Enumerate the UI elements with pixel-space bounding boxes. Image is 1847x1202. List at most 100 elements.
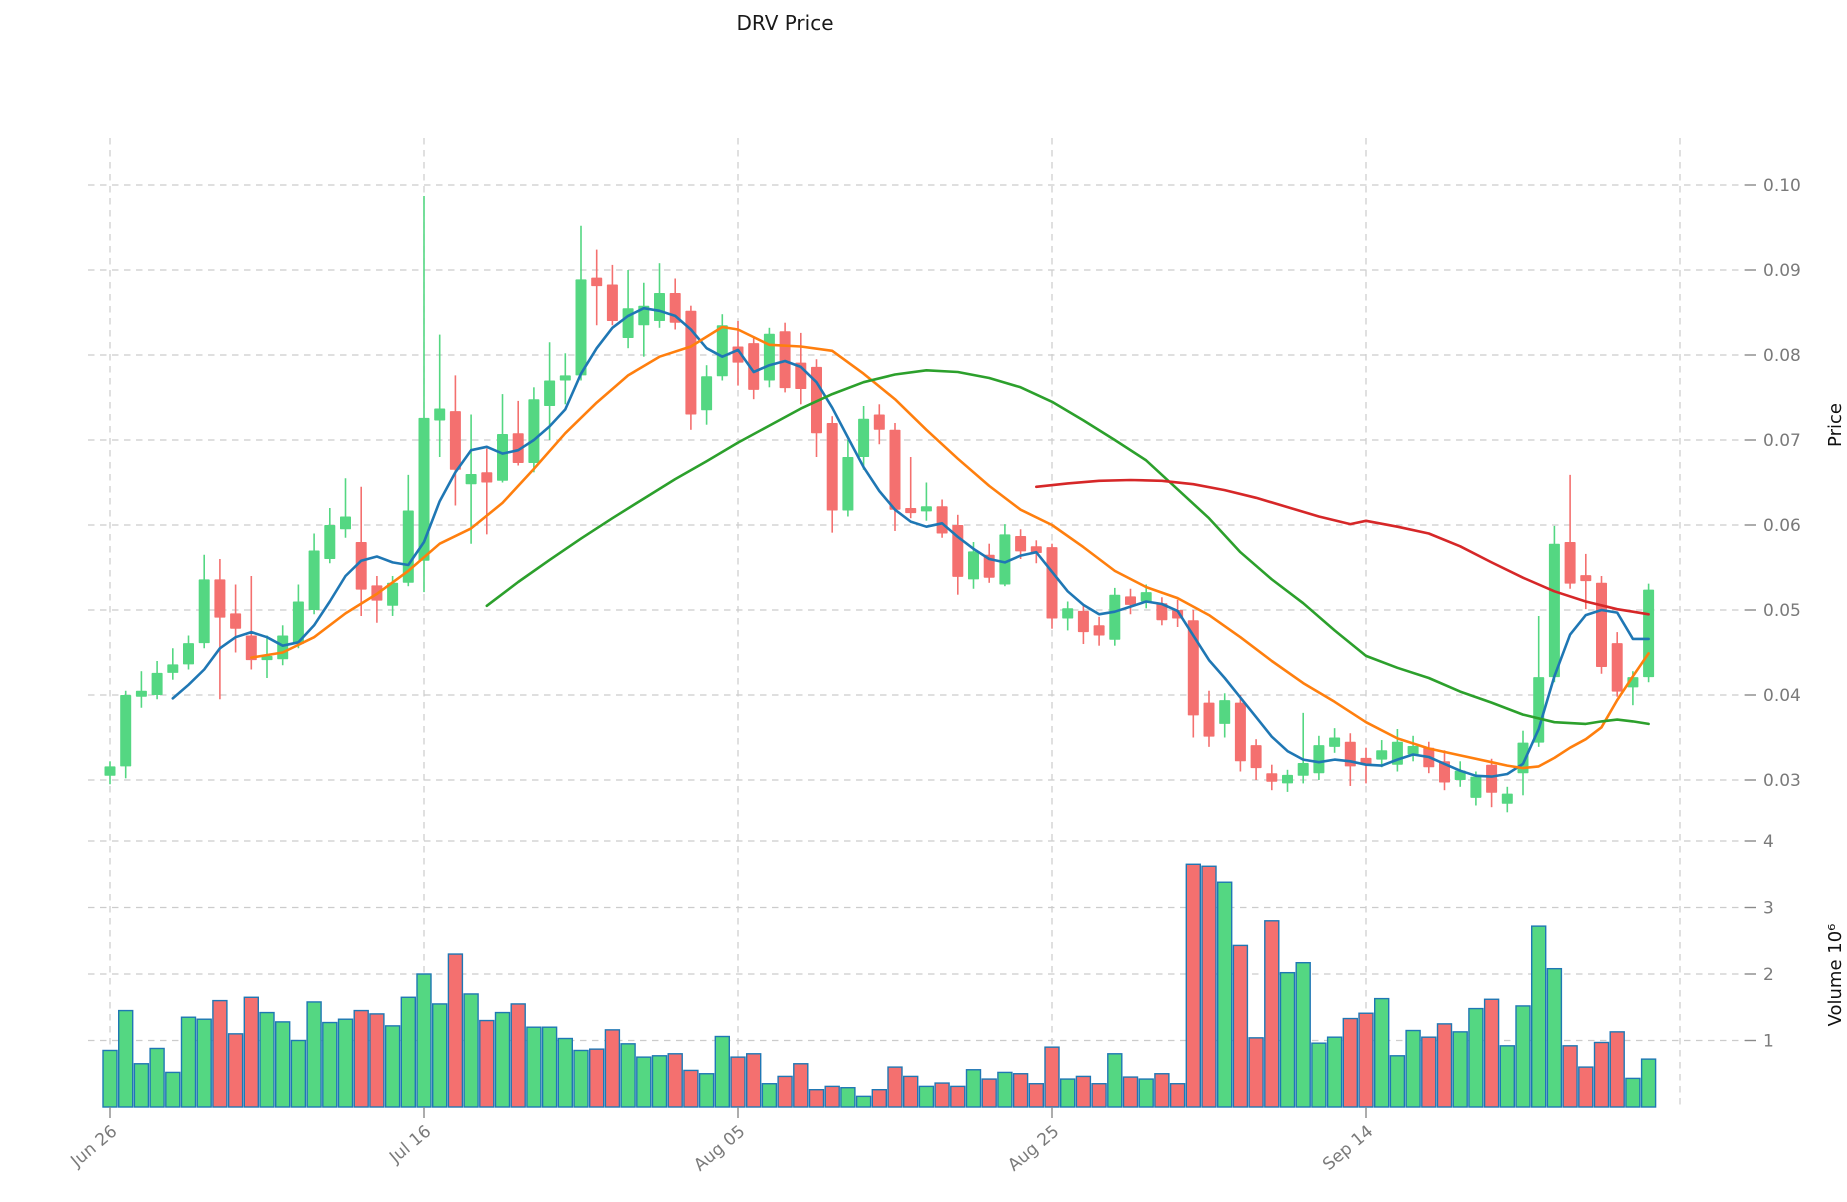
- candles-layer: [104, 196, 1655, 813]
- volume-bar: [510, 1003, 526, 1108]
- volume-bar: [746, 1053, 762, 1108]
- volume-bars-layer: [102, 863, 1657, 1108]
- candle-up: [654, 292, 665, 321]
- volume-bar: [1075, 1075, 1092, 1108]
- volume-bar: [1107, 1053, 1123, 1108]
- ma-line-ma_mid: [250, 325, 1650, 770]
- candle-up: [1454, 770, 1466, 780]
- candle-down: [1596, 582, 1607, 667]
- candle-down: [1030, 546, 1042, 554]
- volume-bar: [541, 1026, 558, 1108]
- volume-bar: [1232, 944, 1249, 1108]
- candle-down: [1611, 643, 1623, 692]
- volume-bar: [1091, 1083, 1107, 1108]
- volume-bar: [557, 1037, 573, 1108]
- volume-bar: [918, 1085, 935, 1108]
- candle-up: [135, 690, 147, 697]
- candle-down: [1439, 761, 1450, 783]
- volume-bar: [808, 1089, 825, 1108]
- volume-bar: [1216, 881, 1233, 1108]
- candle-down: [1486, 764, 1498, 793]
- volume-bar: [165, 1071, 181, 1108]
- volume-bar: [353, 1009, 369, 1108]
- volume-tick-label: 4: [1763, 832, 1774, 852]
- candle-down: [591, 277, 603, 287]
- volume-bar: [306, 1001, 322, 1108]
- candle-up: [968, 551, 979, 580]
- price-tick-label: 0.07: [1763, 431, 1801, 451]
- candle-down: [1015, 536, 1027, 552]
- volume-bar: [432, 1003, 448, 1108]
- volume-bar: [196, 1018, 212, 1108]
- volume-bar: [855, 1095, 872, 1108]
- volume-bar: [1389, 1055, 1406, 1108]
- volume-tick-label: 2: [1763, 965, 1774, 985]
- volume-bar: [824, 1085, 840, 1108]
- volume-bar: [840, 1087, 856, 1108]
- volume-bar: [934, 1082, 950, 1108]
- volume-bar: [1326, 1036, 1343, 1108]
- candle-up: [465, 474, 477, 485]
- gridlines-layer: [88, 138, 1745, 1107]
- date-tick-label: Aug 25: [1004, 1122, 1063, 1176]
- volume-bar: [793, 1063, 809, 1108]
- volume-bar: [227, 1033, 244, 1108]
- candle-up: [120, 695, 132, 767]
- candle-up: [920, 506, 932, 512]
- volume-bar: [698, 1073, 715, 1108]
- candle-down: [905, 508, 917, 514]
- volume-bar: [1405, 1029, 1421, 1108]
- volume-bar: [212, 999, 228, 1108]
- volume-bar: [1012, 1073, 1029, 1108]
- candle-down: [1203, 702, 1215, 737]
- volume-bar: [1609, 1031, 1625, 1108]
- volume-bar: [1169, 1083, 1186, 1108]
- volume-bar: [965, 1069, 982, 1108]
- volume-bar: [1138, 1078, 1154, 1108]
- candle-down: [1046, 547, 1058, 619]
- candle-down: [1250, 745, 1262, 769]
- candle-down: [1266, 773, 1278, 782]
- volume-bar: [1515, 1005, 1531, 1108]
- volume-bar: [322, 1021, 338, 1108]
- price-tick-label: 0.06: [1763, 516, 1801, 536]
- candle-up: [1109, 594, 1121, 640]
- candle-up: [434, 408, 446, 421]
- candle-up: [528, 399, 540, 463]
- volume-bar: [1640, 1058, 1657, 1108]
- volume-bar: [494, 1011, 511, 1108]
- candle-down: [936, 506, 948, 534]
- volume-bar: [1028, 1083, 1045, 1108]
- candle-up: [1470, 776, 1482, 798]
- price-axis-title: Price: [1825, 403, 1846, 447]
- candle-down: [1125, 596, 1136, 605]
- candle-up: [716, 325, 728, 377]
- volume-bar: [730, 1056, 746, 1108]
- candle-up: [575, 279, 587, 376]
- candle-up: [1643, 589, 1655, 678]
- volume-bar: [620, 1043, 636, 1108]
- candle-up: [1313, 745, 1325, 774]
- candle-up: [1297, 763, 1309, 776]
- volume-bar: [463, 993, 479, 1108]
- candle-down: [214, 579, 226, 618]
- candle-up: [1548, 543, 1560, 678]
- candle-down: [606, 284, 618, 321]
- candle-up: [1329, 737, 1341, 747]
- volume-bar: [1483, 998, 1500, 1108]
- date-tick-label: Jun 26: [67, 1122, 122, 1172]
- volume-bar: [447, 953, 464, 1108]
- volume-bar: [573, 1049, 589, 1108]
- candle-down: [481, 472, 493, 483]
- candle-down: [245, 635, 257, 661]
- volume-bar: [1625, 1077, 1641, 1108]
- volume-bar: [102, 1049, 118, 1108]
- date-tick-label: Sep 14: [1319, 1122, 1377, 1175]
- volume-bar: [1593, 1041, 1610, 1108]
- volume-tick-label: 1: [1763, 1032, 1774, 1052]
- candle-up: [308, 550, 320, 610]
- ma-line-ma_short: [171, 306, 1650, 778]
- candle-down: [1156, 603, 1168, 621]
- candle-down: [449, 411, 461, 470]
- candle-up: [701, 376, 713, 411]
